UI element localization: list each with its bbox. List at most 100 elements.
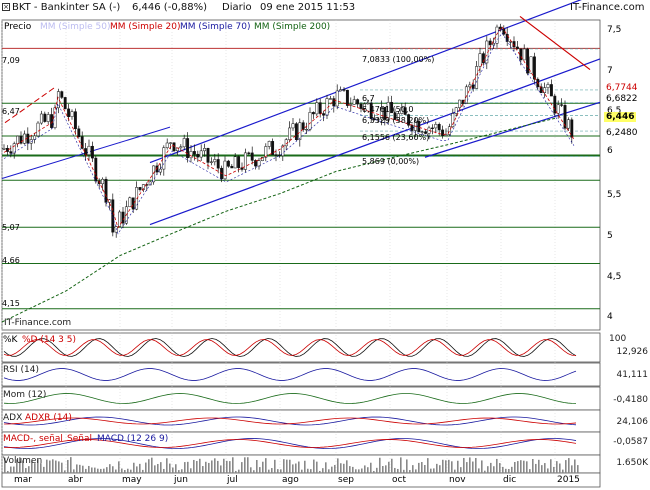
candle-body	[454, 107, 458, 114]
legend-precio: Precio	[4, 22, 32, 32]
candle-body	[138, 187, 142, 190]
volume-bar	[568, 458, 570, 473]
volume-bar	[553, 466, 555, 473]
volume-bar	[133, 462, 135, 473]
volume-bar	[175, 464, 177, 473]
volume-bar	[385, 465, 387, 473]
volume-bar	[253, 470, 255, 473]
fibo-label: 6,7	[362, 94, 375, 103]
level-label: 4,15	[2, 299, 20, 308]
volume-bar	[283, 459, 285, 473]
volume-bar	[382, 466, 384, 473]
candle-body	[16, 135, 20, 144]
volume-bar	[481, 460, 483, 473]
candle-body	[441, 129, 445, 136]
panel-frame	[1, 362, 601, 387]
volume-bar	[493, 466, 495, 473]
volume-bar	[499, 463, 501, 473]
volume-bar	[76, 464, 78, 473]
ind-adx: ADX	[3, 413, 23, 423]
volume-bar	[16, 459, 18, 473]
volume-bar	[439, 465, 441, 473]
y-tick-label: 5	[607, 231, 613, 241]
trend-line-short	[424, 101, 601, 158]
volume-bar	[106, 467, 108, 473]
volume-bar	[550, 459, 552, 473]
candle-body	[172, 142, 176, 152]
chart-header: × BKT - Bankinter SA (-)	[2, 2, 120, 13]
candle-body	[403, 107, 407, 115]
ind-stoch-d: %D (14 3 5)	[22, 335, 76, 345]
price-tag: 6,7744	[604, 83, 640, 93]
candle-body	[67, 108, 71, 117]
volume-bar	[574, 459, 576, 473]
rsi-line	[3, 368, 577, 381]
candle-body	[165, 142, 169, 148]
candle-body	[29, 139, 33, 144]
candle-body	[315, 102, 319, 115]
ind-volume-value: 1.650K	[616, 458, 648, 468]
trend-channel-lower	[149, 58, 601, 226]
legend-ma200: MM (Simple 200)	[254, 22, 331, 32]
candle-body	[308, 112, 312, 130]
close-icon[interactable]: ×	[2, 3, 10, 11]
volume-bar	[172, 467, 174, 473]
candle-body	[328, 98, 332, 100]
volume-bar	[487, 466, 489, 473]
volume-bar	[247, 457, 249, 473]
volume-bar	[37, 459, 39, 473]
volume-bar	[289, 459, 291, 473]
volume-bar	[343, 463, 345, 473]
panel-frame	[1, 332, 601, 363]
macd-line	[3, 438, 577, 449]
momentum-line	[3, 393, 577, 404]
ma20-line	[3, 26, 575, 229]
volume-bar	[304, 460, 306, 473]
candle-body	[118, 211, 122, 227]
volume-bar	[202, 466, 204, 473]
candle-body	[135, 187, 139, 210]
volume-bar	[430, 468, 432, 473]
volume-bar	[397, 468, 399, 473]
volume-bar	[541, 465, 543, 473]
candle-body	[152, 165, 156, 183]
volume-bar	[196, 461, 198, 473]
volume-bar	[364, 465, 366, 473]
candle-body	[369, 102, 373, 120]
volume-bar	[379, 457, 381, 473]
volume-bar	[547, 468, 549, 473]
volume-bar	[535, 463, 537, 473]
volume-bar	[145, 462, 147, 473]
volume-bar	[571, 465, 573, 473]
candle-body	[495, 26, 499, 44]
volume-bar	[232, 457, 234, 473]
volume-bar	[442, 459, 444, 473]
y-tick-label: 6	[607, 146, 613, 156]
macd-signal-line	[3, 439, 577, 448]
volume-bar	[277, 469, 279, 473]
candle-body	[424, 131, 428, 134]
candle-body	[73, 111, 77, 130]
candle-body	[22, 133, 26, 144]
volume-bar	[451, 461, 453, 473]
last-price-tag: 6,446	[604, 112, 637, 122]
volume-bar	[58, 461, 60, 473]
legend-ma70: MM (Simple 70)	[180, 22, 251, 32]
volume-bar	[457, 460, 459, 473]
volume-bar	[226, 460, 228, 473]
y-tick-label: 4,5	[607, 272, 622, 282]
candle-body	[36, 122, 40, 137]
volume-bar	[67, 459, 69, 473]
y-tick-label: 5,5	[607, 190, 622, 200]
candle-body	[186, 138, 190, 159]
candle-body	[101, 178, 105, 185]
candle-body	[148, 181, 152, 186]
candle-body	[400, 107, 404, 114]
panel-frame	[1, 386, 601, 411]
candle-body	[39, 113, 43, 124]
volume-bar	[109, 464, 111, 473]
volume-bar	[466, 462, 468, 473]
volume-bar	[352, 466, 354, 473]
volume-bar	[46, 459, 48, 473]
volume-bar	[139, 463, 141, 473]
